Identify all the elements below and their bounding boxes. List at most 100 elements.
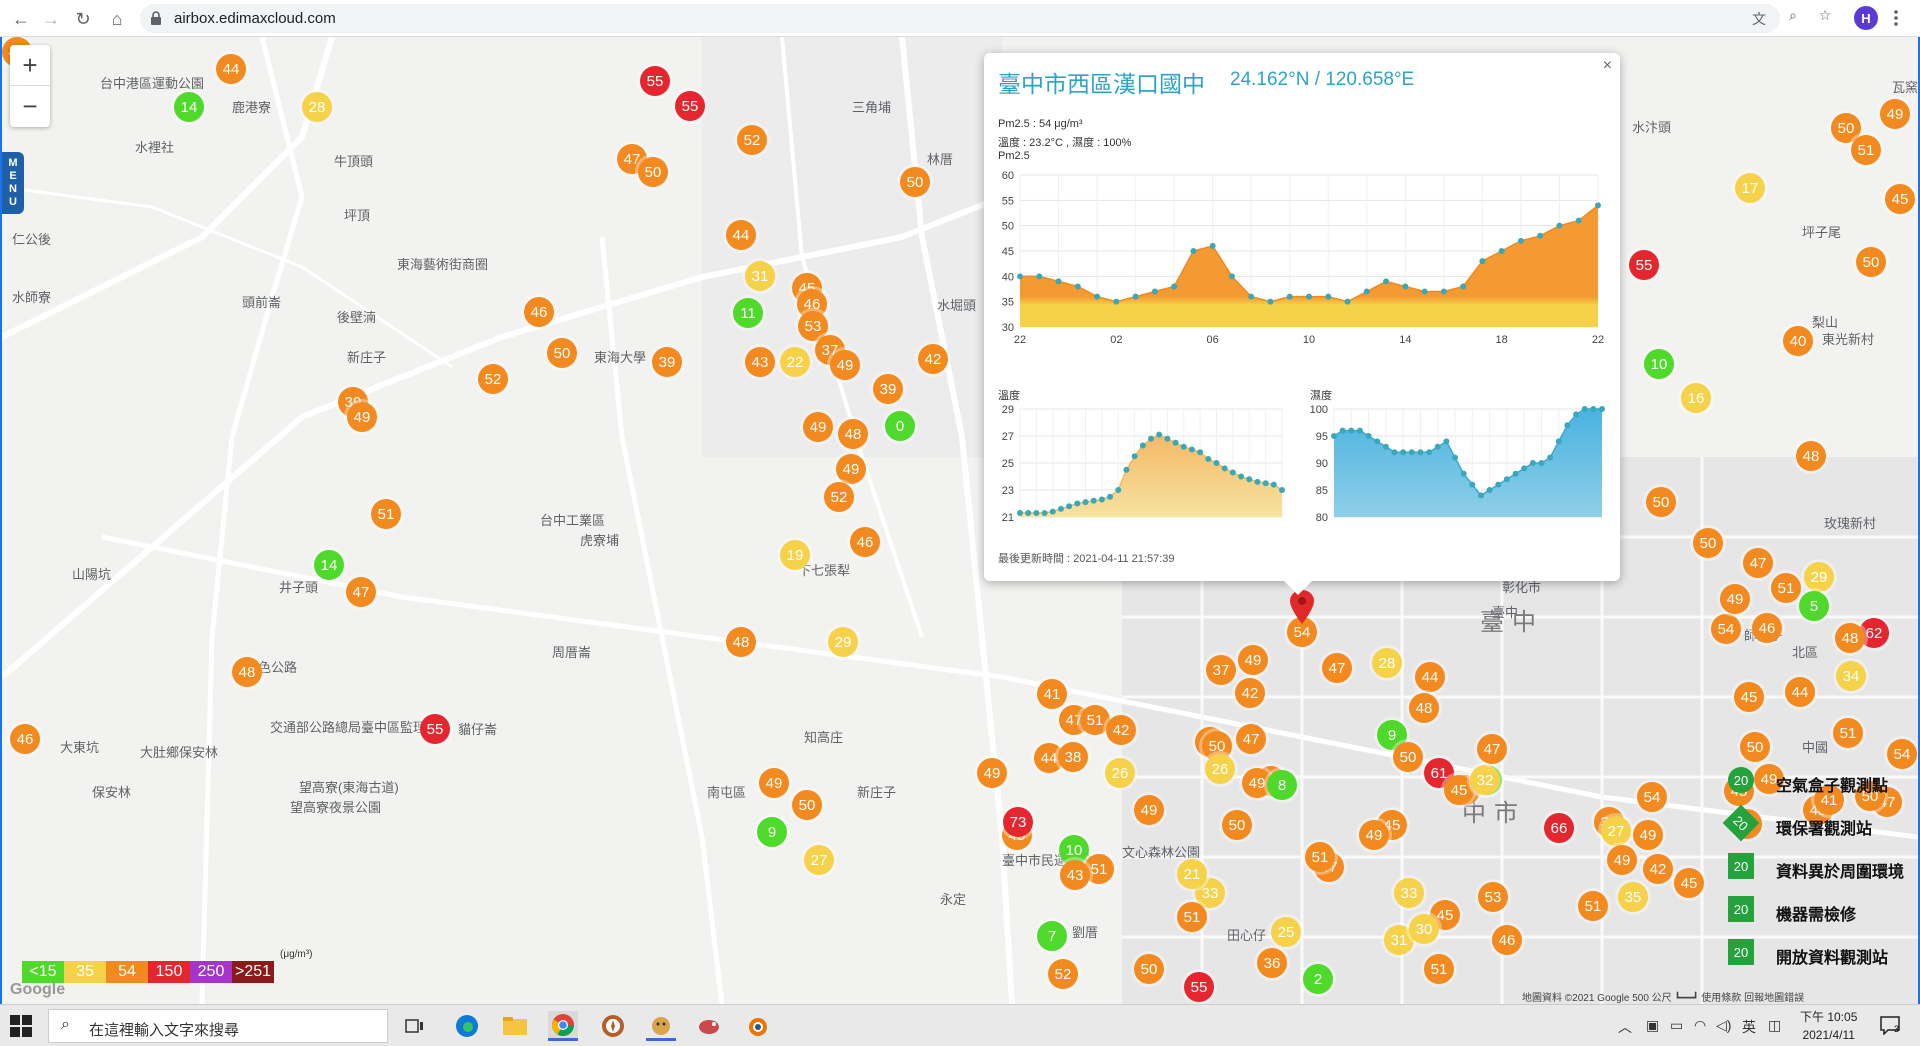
air-station-marker[interactable]: 50 xyxy=(1855,781,1885,811)
air-station-marker[interactable]: 9 xyxy=(757,817,787,847)
air-station-marker[interactable]: 52 xyxy=(824,482,854,512)
air-station-marker[interactable]: 52 xyxy=(737,125,767,155)
air-station-marker[interactable]: 49 xyxy=(1607,845,1637,875)
air-station-marker[interactable]: 44 xyxy=(1785,677,1815,707)
air-station-marker[interactable]: 40 xyxy=(1783,326,1813,356)
air-station-marker[interactable]: 42 xyxy=(1235,678,1265,708)
air-station-marker[interactable]: 14 xyxy=(314,550,344,580)
network-icon[interactable]: ◠ xyxy=(1694,1017,1707,1033)
air-station-marker[interactable]: 54 xyxy=(1887,739,1917,769)
air-station-marker[interactable]: 49 xyxy=(803,412,833,442)
air-station-marker[interactable]: 26 xyxy=(1105,758,1135,788)
map-canvas[interactable]: 台中港區運動公園 鹿港寮 水裡社 牛頂頭 坪頂 東海藝術街商圈 頭前崙 後壁湳 新庄子 水師寮 仁公… xyxy=(0,37,1920,1004)
air-station-marker[interactable]: 48 xyxy=(726,627,756,657)
forward-icon[interactable]: → xyxy=(42,8,60,29)
bookmark-star-icon[interactable]: ☆ xyxy=(1818,6,1832,23)
air-station-marker[interactable]: 49 xyxy=(759,768,789,798)
windows-start-icon[interactable] xyxy=(10,1015,32,1037)
zoom-icon[interactable]: ⌕ xyxy=(1789,6,1797,23)
ime-mode-icon[interactable]: ◫ xyxy=(1768,1017,1782,1033)
air-station-marker[interactable]: 49 xyxy=(836,454,866,484)
file-explorer-icon[interactable] xyxy=(500,1011,530,1041)
air-station-marker[interactable]: 48 xyxy=(1409,693,1439,723)
system-clock[interactable]: 下午 10:05 2021/4/11 xyxy=(1800,1008,1857,1044)
air-station-marker[interactable]: 44 xyxy=(726,220,756,250)
address-bar[interactable]: airbox.edimaxcloud.com 文 xyxy=(140,4,1780,33)
air-station-marker[interactable]: 10 xyxy=(1059,835,1089,865)
air-station-marker[interactable]: 51 xyxy=(371,499,401,529)
air-station-marker[interactable]: 34 xyxy=(1836,661,1866,691)
air-station-marker[interactable]: 51 xyxy=(1424,954,1454,984)
chrome-icon[interactable] xyxy=(548,1011,578,1041)
profile-avatar[interactable]: H xyxy=(1854,6,1878,30)
air-station-marker[interactable]: 49 xyxy=(1633,820,1663,850)
air-station-marker[interactable]: 50 xyxy=(1134,954,1164,984)
air-station-marker[interactable]: 55 xyxy=(1184,972,1214,1002)
air-station-marker[interactable]: 50 xyxy=(1740,732,1770,762)
air-station-marker[interactable]: 50 xyxy=(1856,247,1886,277)
air-station-marker[interactable]: 19 xyxy=(780,540,810,570)
zoom-out-button[interactable]: − xyxy=(22,91,38,121)
air-station-marker[interactable]: 47 xyxy=(1322,653,1352,683)
air-station-marker[interactable]: 55 xyxy=(1629,250,1659,280)
air-station-marker[interactable]: 50 xyxy=(1393,742,1423,772)
air-station-marker[interactable]: 31 xyxy=(745,261,775,291)
air-station-marker[interactable]: 54 xyxy=(1711,614,1741,644)
air-station-marker[interactable]: 21 xyxy=(1177,859,1207,889)
air-station-marker[interactable]: 43 xyxy=(745,347,775,377)
air-station-marker[interactable]: 39 xyxy=(652,347,682,377)
air-station-marker[interactable]: 35 xyxy=(1618,882,1648,912)
air-station-marker[interactable]: 50 xyxy=(1693,528,1723,558)
air-station-marker[interactable]: 49 xyxy=(1134,795,1164,825)
reload-icon[interactable]: ↻ xyxy=(75,8,91,29)
air-station-marker[interactable]: 49 xyxy=(1754,764,1784,794)
air-station-marker[interactable]: 42 xyxy=(1106,715,1136,745)
menu-kebab-icon[interactable] xyxy=(1893,8,1899,28)
air-station-marker[interactable]: 29 xyxy=(828,627,858,657)
air-station-marker[interactable]: 47 xyxy=(1236,724,1266,754)
air-station-marker[interactable]: 55 xyxy=(675,91,705,121)
app-bird-icon[interactable] xyxy=(694,1011,724,1041)
air-station-marker[interactable]: 49 xyxy=(1720,584,1750,614)
app-animal-icon[interactable] xyxy=(646,1011,676,1041)
air-station-marker[interactable]: 45 xyxy=(1734,682,1764,712)
menu-tab-button[interactable]: MENU xyxy=(2,152,24,214)
air-station-marker[interactable]: 44 xyxy=(1415,662,1445,692)
air-station-marker[interactable]: 44 xyxy=(216,54,246,84)
air-station-marker[interactable]: 46 xyxy=(1752,613,1782,643)
air-station-marker[interactable]: 66 xyxy=(1544,813,1574,843)
air-station-marker[interactable]: 28 xyxy=(1372,648,1402,678)
air-station-marker[interactable]: 49 xyxy=(977,758,1007,788)
air-station-marker[interactable]: 47 xyxy=(1743,548,1773,578)
air-station-marker[interactable]: 32 xyxy=(1470,765,1500,795)
edge-icon[interactable] xyxy=(452,1011,482,1041)
air-station-marker[interactable]: 55 xyxy=(420,714,450,744)
air-station-marker[interactable]: 27 xyxy=(1601,816,1631,846)
air-station-marker[interactable]: 2 xyxy=(1303,964,1333,994)
air-station-marker[interactable]: 50 xyxy=(1646,487,1676,517)
air-station-marker[interactable]: 46 xyxy=(850,527,880,557)
zoom-in-button[interactable]: + xyxy=(10,45,50,86)
battery-icon[interactable]: ▭ xyxy=(1670,1017,1684,1033)
air-station-marker[interactable]: 41 xyxy=(1814,785,1844,815)
air-station-marker[interactable]: 49 xyxy=(830,350,860,380)
air-station-marker[interactable]: 49 xyxy=(1880,99,1910,129)
air-station-marker[interactable]: 11 xyxy=(733,298,763,328)
air-station-marker[interactable]: 53 xyxy=(1478,882,1508,912)
air-station-marker[interactable]: 45 xyxy=(1444,775,1474,805)
air-station-marker[interactable]: 51 xyxy=(1080,705,1110,735)
air-station-marker[interactable]: 55 xyxy=(640,66,670,96)
air-station-marker[interactable]: 22 xyxy=(780,347,810,377)
notification-icon[interactable]: 3 xyxy=(1880,1015,1902,1036)
air-station-marker[interactable]: 5 xyxy=(1799,591,1829,621)
air-station-marker[interactable]: 0 xyxy=(885,411,915,441)
air-station-marker[interactable]: 48 xyxy=(1835,623,1865,653)
task-view-icon[interactable] xyxy=(400,1011,430,1041)
air-station-marker[interactable]: 46 xyxy=(1492,925,1522,955)
air-station-marker[interactable]: 46 xyxy=(10,724,40,754)
air-station-marker[interactable]: 28 xyxy=(302,92,332,122)
air-station-marker[interactable]: 26 xyxy=(1205,754,1235,784)
home-icon[interactable]: ⌂ xyxy=(111,8,123,29)
air-station-marker[interactable]: 45 xyxy=(1885,184,1915,214)
translate-icon[interactable]: 文 xyxy=(1752,11,1766,27)
